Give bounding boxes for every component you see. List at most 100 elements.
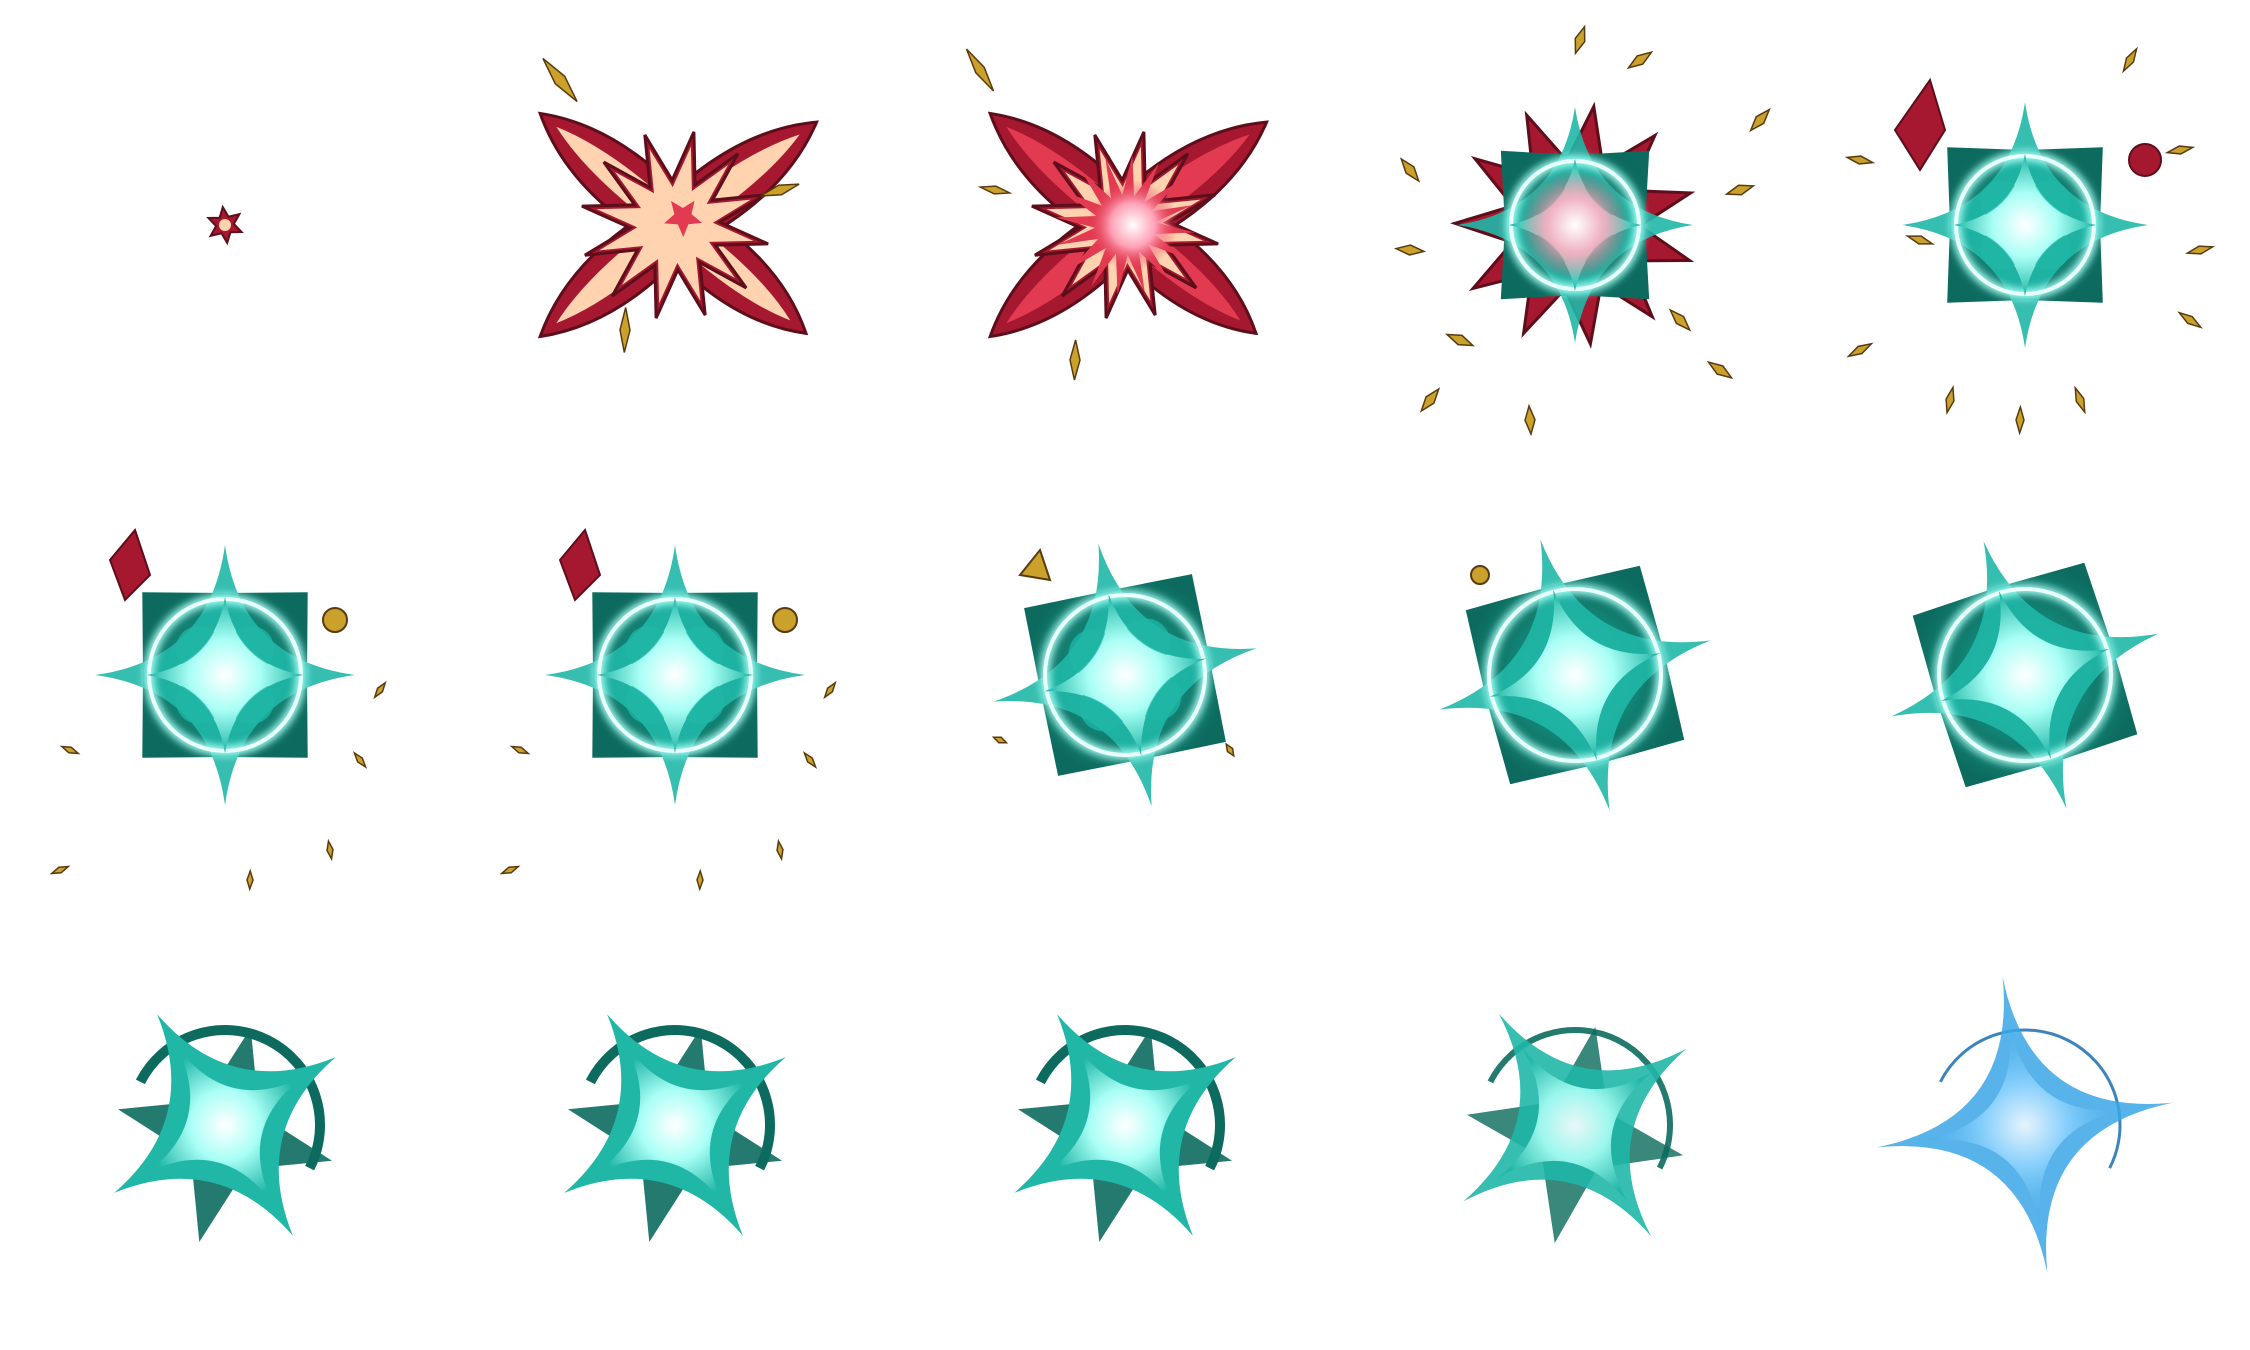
star-core [1497, 1047, 1653, 1203]
star-core-top [147, 597, 303, 753]
spark-shard [1393, 244, 1427, 256]
sprite-frame-5 [1800, 0, 2250, 450]
spark-shard [352, 751, 368, 769]
frame-8-graphic [991, 543, 1257, 807]
spark-shard [1668, 308, 1692, 332]
star-core [1489, 589, 1661, 761]
burst-core [596, 146, 754, 304]
spark-shard [991, 736, 1009, 744]
spark-shard [1524, 403, 1536, 437]
spark-shard [499, 865, 521, 875]
debris-chunk [772, 607, 798, 633]
spark-shard [246, 868, 254, 892]
spark-shard [326, 838, 334, 862]
spark-shard [1574, 24, 1586, 56]
debris-chunk [1470, 565, 1490, 585]
ring-line [1487, 587, 1663, 763]
frame-3-graphic [965, 48, 1269, 381]
sprite-frame-1 [0, 0, 450, 450]
spark-shard [965, 48, 995, 92]
frame-1-graphic [206, 204, 244, 246]
star-core [1921, 1021, 2129, 1229]
spark-shard [977, 185, 1013, 195]
debris-chunk [558, 527, 602, 602]
star-core-top [597, 597, 753, 753]
spark-shard [619, 307, 631, 353]
sprite-frame-15 [1800, 900, 2250, 1350]
star-core [1047, 1047, 1203, 1203]
burst-center-star [664, 200, 703, 237]
spark-shard [1419, 387, 1441, 413]
frame-10-graphic [1891, 541, 2159, 809]
sprite-frame-10 [1800, 450, 2250, 900]
spark-shard [2074, 385, 2086, 415]
sprite-frame-7 [450, 450, 900, 900]
spark-shard [1724, 184, 1756, 196]
sprite-frame-2 [450, 0, 900, 450]
ring-arc [1939, 1028, 2122, 1169]
frame-11-graphic [114, 1014, 336, 1242]
frame-15-graphic [1876, 976, 2174, 1274]
frame-7-graphic [499, 527, 837, 892]
sprite-frame-13 [900, 900, 1350, 1350]
frame-13-graphic [1014, 1014, 1236, 1242]
debris-chunk [322, 607, 348, 633]
frame-6-graphic [49, 527, 387, 892]
spark-shard [1225, 742, 1235, 758]
spark-shard [1905, 235, 1935, 245]
spark-shard [802, 751, 818, 769]
debris-chunk [1893, 77, 1947, 172]
frame-12-graphic [564, 1014, 786, 1242]
spark-shard [1069, 339, 1081, 381]
spark-shard [1846, 342, 1874, 358]
spark-shard [696, 868, 704, 892]
burst-flash-glow [1088, 180, 1178, 270]
initial-spark-core [219, 219, 231, 231]
debris-chunk [108, 527, 152, 602]
frame-2-graphic [537, 57, 819, 353]
spark-shard [59, 745, 81, 755]
flash-glow [1520, 170, 1630, 280]
spark-shard [542, 57, 578, 103]
spark-shard [760, 183, 800, 197]
spark-shard [1445, 333, 1475, 347]
sprite-frame-8 [900, 450, 1350, 900]
star-core-top [1954, 154, 2096, 296]
spark-shard [373, 680, 387, 700]
star-core [1940, 590, 2110, 760]
spark-shard [2184, 245, 2216, 255]
frame-9-graphic [1439, 539, 1711, 811]
spark-shard [1706, 360, 1734, 380]
ring-line [1043, 593, 1207, 757]
sprite-frame-4 [1350, 0, 1800, 450]
spark-shard [2015, 404, 2025, 436]
debris-chunk [1018, 547, 1052, 582]
ring-line [1937, 587, 2113, 763]
spark-shard [776, 838, 784, 862]
spark-shard [1626, 50, 1654, 70]
spark-shard [1844, 155, 1876, 165]
spark-shard [509, 745, 531, 755]
frame-4-graphic [1393, 24, 1771, 437]
sprite-frame-14 [1350, 900, 1800, 1350]
spark-shard [1399, 157, 1421, 183]
star-core-top [1044, 594, 1206, 756]
sprite-frame-12 [450, 900, 900, 1350]
sprite-frame-6 [0, 450, 450, 900]
sprite-frame-11 [0, 900, 450, 1350]
spark-shard [823, 680, 837, 700]
star-core [147, 1047, 303, 1203]
sprite-frame-9 [1350, 450, 1800, 900]
spark-shard [1749, 107, 1771, 133]
star-core [597, 1047, 753, 1203]
sprite-frame-3 [900, 0, 1350, 450]
spark-shard [2164, 145, 2196, 155]
spark-shard [2122, 46, 2138, 74]
spark-shard [1945, 384, 1955, 416]
debris-chunk [2128, 143, 2162, 177]
spark-shard [2177, 311, 2203, 329]
spark-shard [49, 865, 71, 875]
frame-14-graphic [1463, 1013, 1687, 1244]
frame-5-graphic [1844, 46, 2216, 436]
